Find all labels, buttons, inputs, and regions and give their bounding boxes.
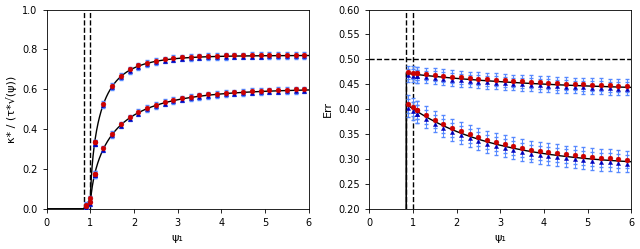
Y-axis label: Err: Err xyxy=(323,101,333,117)
X-axis label: ψ₁: ψ₁ xyxy=(172,234,184,244)
X-axis label: ψ₁: ψ₁ xyxy=(494,234,506,244)
Y-axis label: κ* / (τ*√(ψ)): κ* / (τ*√(ψ)) xyxy=(6,76,17,143)
